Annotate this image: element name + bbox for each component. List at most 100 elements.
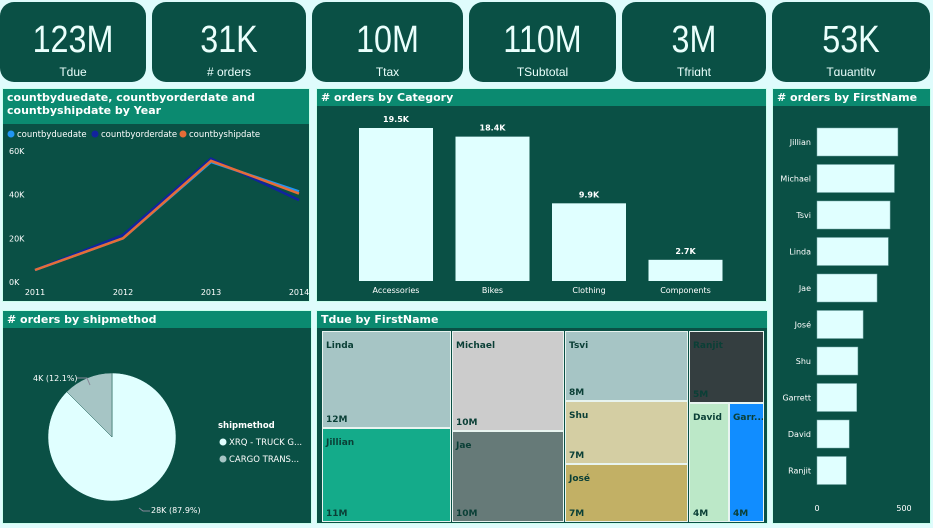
tile-name: José [569, 474, 590, 484]
firstname-chart-title: # orders by FirstName [773, 89, 930, 106]
category-bar-chart: 19.5K Accessories 18.4K Bikes 9.9K Clothing 2.… [359, 115, 723, 295]
tile-name: David [693, 413, 722, 423]
category-label: Bikes [482, 286, 503, 295]
shipmethod-pie-chart: XRQ - TRUCK G... CARGO TRANS... shipmethod… [33, 372, 302, 515]
bar-Components [648, 259, 723, 281]
bar-Garrett [816, 383, 857, 412]
legend-marker [91, 130, 99, 138]
name-label: David [788, 430, 811, 439]
treemap-tile-Jae[interactable]: Jae 10M [452, 431, 564, 522]
line-chart: countbyduedate countbyorderdate countbyshi… [7, 130, 309, 297]
x-tick-label: 2013 [201, 288, 221, 297]
bar-Michael [816, 164, 895, 193]
kpi-label: Tdue [59, 65, 87, 76]
tile-value: 10M [456, 418, 478, 428]
kpi-card: 110M TSubtotal [469, 2, 616, 82]
kpi-label: Tfright [676, 65, 711, 76]
category-label: Accessories [373, 286, 420, 295]
kpi-value: 123M [32, 19, 114, 61]
legend-label: CARGO TRANS... [229, 455, 299, 465]
leader-line [77, 377, 91, 386]
x-tick-label: 500 [896, 504, 911, 513]
x-tick-label: 0 [814, 504, 819, 513]
pie-slice-1 [66, 372, 113, 438]
tile-value: 10M [456, 509, 478, 519]
kpi-label: Ttax [375, 65, 400, 76]
leader-line [138, 507, 150, 512]
tile-value: 8M [569, 388, 585, 398]
series-line-countbyshipdate [34, 159, 300, 272]
treemap-tile-José[interactable]: José 7M [565, 464, 688, 522]
kpi-card: 31K # orders [152, 2, 306, 82]
kpi-value: 110M [503, 19, 582, 61]
tile-name: Garr... [733, 413, 764, 423]
legend-label: countbyshipdate [189, 130, 260, 140]
treemap-title: Tdue by FirstName [317, 311, 767, 328]
treemap-tile-Jillian[interactable]: Jillian 11M [322, 428, 451, 522]
slice-label: 28K (87.9%) [151, 506, 201, 515]
tile-name: Shu [569, 411, 589, 421]
tile-name: Ranjit [693, 341, 723, 351]
treemap-tile-Tsvi[interactable]: Tsvi 8M [565, 331, 688, 401]
tile-value: 7M [569, 509, 585, 519]
line-chart-panel: countbyduedate, countbyorderdate and cou… [2, 88, 310, 302]
tile-name: Michael [456, 341, 496, 351]
legend-label: XRQ - TRUCK G... [229, 438, 302, 448]
shipmethod-chart-panel: # orders by shipmethod XRQ - TRUCK G... C… [2, 310, 312, 524]
category-label: Components [660, 286, 711, 295]
tile-value: 5M [693, 390, 709, 400]
kpi-label: # orders [206, 65, 252, 76]
treemap-tile-Linda[interactable]: Linda 12M [322, 331, 451, 428]
firstname-bar-chart: Jillian Michael Tsvi Linda Jae José Shu Garrett… [780, 127, 912, 513]
y-tick-label: 0K [9, 278, 20, 287]
tile-value: 7M [569, 451, 585, 461]
kpi-value: 31K [200, 19, 258, 61]
tile-value: 11M [326, 509, 348, 519]
tile-name: Jae [456, 441, 472, 451]
name-label: Shu [796, 357, 811, 366]
tile-value: 4M [733, 509, 749, 519]
bar-Linda [816, 237, 889, 266]
treemap-panel: Tdue by FirstName Linda 12M Jillian 11M Mich… [316, 310, 768, 524]
category-chart-panel: # orders by Category 19.5K Accessories 18.… [316, 88, 767, 302]
name-label: Michael [780, 175, 811, 184]
x-tick-label: 2011 [25, 288, 45, 297]
kpi-value: 53K [822, 19, 880, 61]
name-label: Jae [798, 284, 811, 293]
data-label: 19.5K [383, 115, 410, 124]
x-tick-label: 2014 [289, 288, 309, 297]
legend-title: shipmethod [218, 421, 275, 431]
treemap-tile-Ranjit[interactable]: Ranjit 5M [689, 331, 764, 403]
treemap-tile-Shu[interactable]: Shu 7M [565, 401, 688, 464]
legend-label: countbyduedate [17, 130, 87, 140]
kpi-label: Tquantity [826, 65, 876, 76]
kpi-card: 123M Tdue [0, 2, 146, 82]
kpi-card: 53K Tquantity [772, 2, 930, 82]
bar-Ranjit [816, 456, 847, 485]
y-tick-label: 20K [9, 234, 25, 243]
y-tick-label: 60K [9, 147, 25, 156]
kpi-value: 10M [356, 19, 419, 61]
data-label: 2.7K [675, 247, 696, 256]
tile-value: 12M [326, 415, 348, 425]
treemap-tile-Garr...[interactable]: Garr... 4M [729, 403, 764, 522]
bar-Clothing [552, 203, 626, 281]
bar-Tsvi [816, 200, 891, 230]
slice-label: 4K (12.1%) [33, 374, 78, 383]
legend-marker [179, 130, 187, 138]
data-label: 9.9K [579, 190, 600, 199]
kpi-label: TSubtotal [516, 65, 569, 76]
firstname-chart-panel: # orders by FirstName Jillian Michael Tsvi… [772, 88, 931, 524]
data-label: 18.4K [480, 124, 507, 133]
category-label: Clothing [572, 286, 605, 295]
tile-name: Tsvi [569, 341, 589, 351]
tile-name: Jillian [326, 438, 355, 448]
x-tick-label: 2012 [113, 288, 133, 297]
treemap-tile-Michael[interactable]: Michael 10M [452, 331, 564, 431]
y-tick-label: 40K [9, 191, 25, 200]
treemap-tile-David[interactable]: David 4M [689, 403, 729, 522]
category-chart-title: # orders by Category [317, 89, 766, 106]
legend-marker [219, 455, 227, 463]
name-label: Ranjit [788, 467, 811, 476]
name-label: Tsvi [795, 211, 811, 220]
